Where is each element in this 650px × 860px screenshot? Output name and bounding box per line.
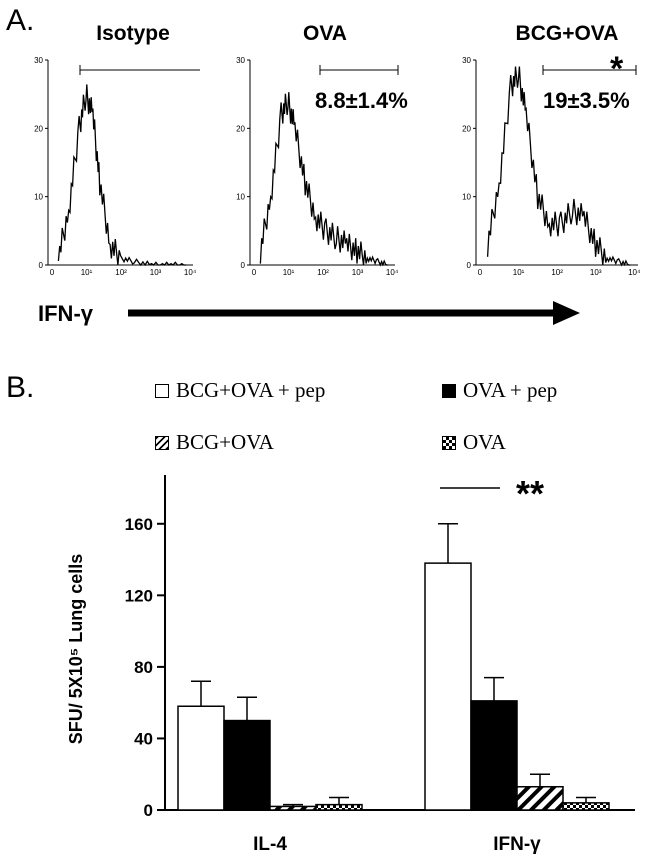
significance-star: * [610,50,624,88]
x-tick-label: 10³ [150,268,162,277]
y-tick-label: 30 [462,56,471,65]
histogram-ova: 0 10 20 30 0 10¹ 10² 10³ 10⁴ [236,56,399,277]
ifn-gamma-arrow [128,301,580,325]
x-category-label: IFN-γ [493,834,541,855]
y-tick-label: 0 [39,261,44,270]
x-tick-label: 0 [252,268,257,277]
y-tick-label: 20 [236,124,245,133]
y-tick-label: 0 [241,261,246,270]
ifn-gamma-axis-label: IFN-γ [38,301,93,326]
panel-a-letter: A. [6,4,35,37]
x-tick-label: 0 [478,268,483,277]
y-tick-label: 40 [134,729,153,748]
y-tick-label: 20 [462,124,471,133]
y-tick-label: 30 [34,56,43,65]
x-tick-label: 10¹ [513,268,525,277]
legend-swatch-checker [442,435,456,450]
legend-ova: OVA [442,430,506,455]
significance-stars: ** [516,473,544,514]
legend-swatch-white [155,383,169,398]
histogram-title-bcg-ova: BCG+OVA [515,22,619,45]
bar-chart: 0 40 80 120 160 SFU/ 5X10⁵ Lung cells IL-4 IFN-… [66,473,635,855]
bar-ifn-3 [562,802,610,811]
x-tick-label: 10² [317,268,329,277]
y-tick-label: 20 [34,124,43,133]
y-tick-label: 30 [236,56,245,65]
legend-swatch-black [442,383,456,398]
legend-bcg-ova-pep: BCG+OVA + pep [155,378,325,403]
histogram-trace [259,92,389,267]
x-tick-label: 10⁴ [184,268,197,277]
x-tick-label: 10¹ [81,268,93,277]
y-tick-label: 160 [125,515,153,534]
bar-il4-0 [177,705,225,811]
legend-label: BCG+OVA [176,430,274,454]
y-tick-label: 0 [144,801,153,820]
bar-ifn-1 [470,700,518,811]
x-tick-label: 10¹ [283,268,295,277]
y-tick-label: 10 [236,193,245,202]
panel-b-letter: B. [6,371,35,404]
x-tick-label: 10² [115,268,127,277]
histogram-bcg-ova: 0 10 20 30 0 10¹ 10² 10³ 10⁴ [462,56,641,277]
x-tick-label: 10² [551,268,563,277]
histogram-title-isotype: Isotype [96,22,170,45]
x-category-label: IL-4 [253,834,287,855]
bar-il4-2 [269,805,317,811]
y-tick-label: 10 [34,193,43,202]
y-tick-label: 120 [125,586,153,605]
histogram-stat-bcg-ova: 19±3.5% [543,88,630,113]
y-tick-label: 0 [467,261,472,270]
x-tick-label: 10⁴ [386,268,399,277]
legend-label: OVA + pep [463,378,558,402]
y-tick-label: 10 [462,193,471,202]
x-tick-label: 10³ [352,268,364,277]
legend-label: BCG+OVA + pep [176,378,326,402]
legend-swatch-hatch [155,435,169,450]
histogram-title-ova: OVA [303,22,347,45]
bar-il4-1 [223,719,271,811]
bar-ifn-2 [516,785,564,811]
y-tick-label: 80 [134,658,153,677]
histogram-isotype: 0 10 20 30 0 10¹ 10² 10³ 10⁴ [34,56,200,277]
x-tick-label: 0 [50,268,55,277]
legend-ova-pep: OVA + pep [442,378,557,403]
bar-ifn-0 [424,562,472,811]
legend-bcg-ova: BCG+OVA [155,430,274,455]
histogram-trace [486,66,631,267]
legend-label: OVA [463,430,506,454]
histogram-trace [57,84,187,267]
histogram-stat-ova: 8.8±1.4% [315,88,408,113]
x-tick-label: 10⁴ [628,268,641,277]
x-tick-label: 10³ [590,268,602,277]
y-axis-label: SFU/ 5X10⁵ Lung cells [66,554,86,745]
bar-il4-3 [315,803,363,811]
